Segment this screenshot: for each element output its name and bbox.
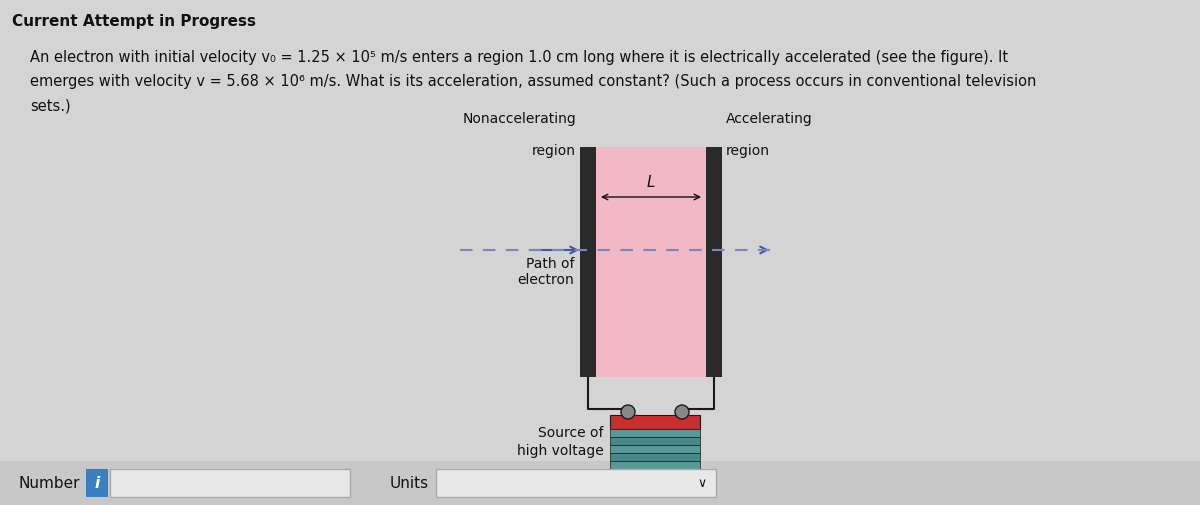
- Bar: [610, 445, 700, 452]
- Bar: [596, 147, 706, 377]
- Circle shape: [622, 405, 635, 419]
- Text: electron: electron: [517, 273, 574, 286]
- Bar: [110, 469, 350, 497]
- Text: ∨: ∨: [697, 477, 707, 489]
- Text: Path of: Path of: [526, 257, 574, 271]
- Bar: [610, 453, 700, 461]
- Text: high voltage: high voltage: [517, 443, 604, 457]
- Circle shape: [674, 405, 689, 419]
- Text: Accelerating: Accelerating: [726, 112, 812, 126]
- Text: L: L: [647, 175, 655, 189]
- Text: emerges with velocity v = 5.68 × 10⁶ m/s. What is its acceleration, assumed cons: emerges with velocity v = 5.68 × 10⁶ m/s…: [30, 74, 1037, 89]
- Text: Units: Units: [390, 476, 430, 490]
- Bar: [610, 437, 700, 444]
- Bar: [436, 469, 716, 497]
- Bar: [0, 461, 1200, 505]
- Bar: [580, 147, 596, 377]
- Bar: [706, 147, 722, 377]
- Bar: [86, 469, 108, 497]
- Text: Number: Number: [18, 476, 79, 490]
- Text: sets.): sets.): [30, 98, 71, 113]
- Bar: [610, 415, 700, 429]
- Bar: [610, 461, 700, 469]
- Text: region: region: [532, 144, 576, 158]
- Text: An electron with initial velocity v₀ = 1.25 × 10⁵ m/s enters a region 1.0 cm lon: An electron with initial velocity v₀ = 1…: [30, 50, 1008, 65]
- Text: Nonaccelerating: Nonaccelerating: [462, 112, 576, 126]
- Text: i: i: [95, 476, 100, 490]
- Text: Current Attempt in Progress: Current Attempt in Progress: [12, 14, 256, 29]
- Text: region: region: [726, 144, 770, 158]
- Bar: [610, 429, 700, 437]
- Text: Source of: Source of: [539, 425, 604, 439]
